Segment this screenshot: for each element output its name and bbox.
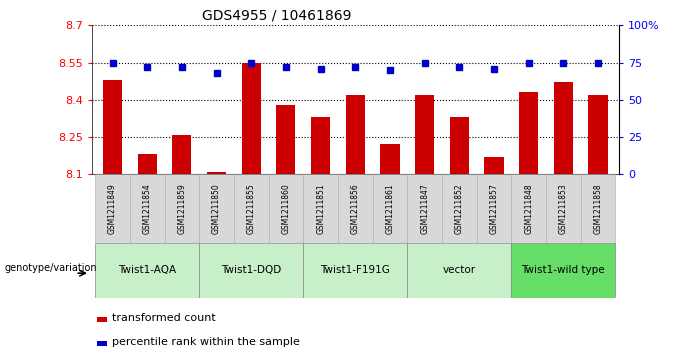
Bar <box>338 174 373 243</box>
Bar <box>519 93 538 174</box>
Text: transformed count: transformed count <box>112 313 216 323</box>
Text: GSM1211848: GSM1211848 <box>524 183 533 234</box>
Text: vector: vector <box>443 265 476 276</box>
Text: GSM1211849: GSM1211849 <box>108 183 117 234</box>
Bar <box>199 243 303 298</box>
Bar <box>588 95 607 174</box>
Text: GSM1211851: GSM1211851 <box>316 183 325 234</box>
Bar <box>173 135 192 174</box>
Bar <box>207 172 226 174</box>
Bar <box>95 174 130 243</box>
Bar <box>442 174 477 243</box>
Text: GSM1211860: GSM1211860 <box>282 183 290 234</box>
Text: GSM1211857: GSM1211857 <box>490 183 498 234</box>
Text: GSM1211854: GSM1211854 <box>143 183 152 234</box>
Bar <box>303 243 407 298</box>
Bar <box>546 174 581 243</box>
Bar <box>138 154 157 174</box>
Bar <box>373 174 407 243</box>
Text: Twist1-wild type: Twist1-wild type <box>522 265 605 276</box>
Bar <box>511 174 546 243</box>
Bar <box>130 174 165 243</box>
Bar <box>165 174 199 243</box>
Bar <box>269 174 303 243</box>
Bar <box>449 117 469 174</box>
Text: GSM1211859: GSM1211859 <box>177 183 186 234</box>
Text: GSM1211850: GSM1211850 <box>212 183 221 234</box>
Text: GSM1211853: GSM1211853 <box>559 183 568 234</box>
Text: GSM1211847: GSM1211847 <box>420 183 429 234</box>
Bar <box>97 341 107 346</box>
Text: GSM1211858: GSM1211858 <box>594 183 602 234</box>
Bar <box>95 243 199 298</box>
Text: percentile rank within the sample: percentile rank within the sample <box>112 337 300 347</box>
Text: Twist1-DQD: Twist1-DQD <box>221 265 282 276</box>
Bar <box>199 174 234 243</box>
Text: Twist1-F191G: Twist1-F191G <box>320 265 390 276</box>
Bar <box>554 82 573 174</box>
Bar <box>407 174 442 243</box>
Bar <box>407 243 511 298</box>
Text: GSM1211855: GSM1211855 <box>247 183 256 234</box>
Text: genotype/variation: genotype/variation <box>4 263 97 273</box>
Bar <box>311 117 330 174</box>
Bar <box>303 174 338 243</box>
Bar <box>234 174 269 243</box>
Bar <box>484 157 503 174</box>
Bar <box>511 243 615 298</box>
Text: GSM1211852: GSM1211852 <box>455 183 464 234</box>
Bar <box>345 95 365 174</box>
Bar <box>380 144 400 174</box>
Bar <box>103 80 122 174</box>
Bar <box>581 174 615 243</box>
Text: GSM1211856: GSM1211856 <box>351 183 360 234</box>
Bar <box>415 95 434 174</box>
Bar <box>477 174 511 243</box>
Title: GDS4955 / 10461869: GDS4955 / 10461869 <box>201 9 351 23</box>
Bar <box>242 62 261 174</box>
Bar <box>97 317 107 322</box>
Text: Twist1-AQA: Twist1-AQA <box>118 265 176 276</box>
Text: GSM1211861: GSM1211861 <box>386 183 394 234</box>
Bar <box>277 105 296 174</box>
